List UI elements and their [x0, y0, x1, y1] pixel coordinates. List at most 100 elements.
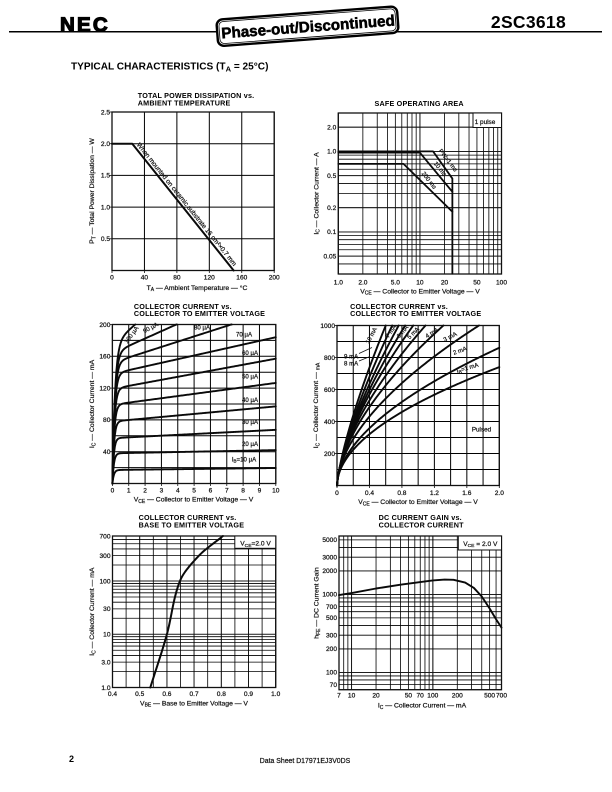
svg-text:300: 300 — [326, 633, 337, 640]
svg-text:9 mA: 9 mA — [344, 354, 359, 361]
svg-text:100: 100 — [427, 693, 438, 700]
svg-text:BASE TO EMITTER VOLTAGE: BASE TO EMITTER VOLTAGE — [139, 521, 245, 530]
svg-text:100: 100 — [326, 670, 337, 677]
svg-text:8: 8 — [241, 488, 245, 495]
svg-text:IC — Collector Current — mA: IC — Collector Current — mA — [89, 359, 97, 448]
svg-text:COLLECTOR TO EMITTER VOLTAGE: COLLECTOR TO EMITTER VOLTAGE — [350, 309, 481, 318]
svg-text:PT — Total Power Dissipation —: PT — Total Power Dissipation — W — [89, 138, 97, 244]
svg-text:40 µA: 40 µA — [242, 397, 259, 404]
svg-text:0: 0 — [335, 490, 339, 497]
svg-text:7: 7 — [225, 488, 229, 495]
svg-text:COLLECTOR CURRENT vs.: COLLECTOR CURRENT vs. — [139, 513, 237, 522]
svg-text:1.6: 1.6 — [462, 490, 471, 497]
svg-text:700: 700 — [99, 533, 110, 540]
svg-text:0.7: 0.7 — [190, 691, 199, 698]
svg-text:5: 5 — [192, 488, 196, 495]
svg-text:2: 2 — [143, 488, 147, 495]
svg-text:0.9: 0.9 — [244, 691, 253, 698]
svg-text:1.5: 1.5 — [101, 173, 110, 180]
svg-text:100: 100 — [99, 578, 110, 585]
svg-text:30: 30 — [103, 606, 111, 613]
svg-text:200: 200 — [452, 693, 463, 700]
svg-text:VCE — Collector to Emitter Vol: VCE — Collector to Emitter Voltage — V — [358, 499, 478, 507]
svg-text:30 µA: 30 µA — [242, 419, 259, 426]
svg-text:SAFE OPERATING AREA: SAFE OPERATING AREA — [375, 99, 464, 108]
svg-text:1000: 1000 — [320, 323, 335, 330]
svg-text:0.8: 0.8 — [217, 691, 226, 698]
svg-text:NEC: NEC — [60, 13, 110, 36]
svg-text:Pulsed: Pulsed — [472, 427, 492, 434]
svg-text:80: 80 — [173, 275, 181, 282]
svg-text:10: 10 — [103, 632, 111, 639]
svg-text:0.5: 0.5 — [327, 173, 336, 180]
svg-text:COLLECTOR CURRENT: COLLECTOR CURRENT — [379, 521, 465, 530]
svg-text:200: 200 — [99, 322, 110, 329]
svg-text:700: 700 — [496, 693, 507, 700]
svg-text:TOTAL POWER DISSIPATION vs.: TOTAL POWER DISSIPATION vs. — [138, 91, 255, 100]
svg-text:2.0: 2.0 — [358, 279, 367, 286]
svg-text:1000: 1000 — [322, 592, 337, 599]
svg-text:3.0: 3.0 — [101, 659, 110, 666]
svg-text:9: 9 — [258, 488, 262, 495]
svg-text:160: 160 — [99, 354, 110, 361]
svg-text:0.8: 0.8 — [397, 490, 406, 497]
svg-text:VBE — Base to Emitter Voltage: VBE — Base to Emitter Voltage — V — [140, 700, 248, 708]
svg-text:VCE = 2.0 V: VCE = 2.0 V — [463, 541, 498, 549]
svg-text:700: 700 — [326, 604, 337, 611]
svg-text:5.0: 5.0 — [391, 279, 400, 286]
svg-text:1.0: 1.0 — [101, 204, 110, 211]
svg-text:120: 120 — [99, 385, 110, 392]
svg-text:70 µA: 70 µA — [236, 332, 253, 339]
svg-text:IC — Collector Current — A: IC — Collector Current — A — [313, 152, 321, 235]
svg-text:80: 80 — [103, 417, 111, 424]
svg-text:2.0: 2.0 — [495, 490, 504, 497]
svg-text:1.0: 1.0 — [334, 279, 343, 286]
svg-text:6: 6 — [209, 488, 213, 495]
svg-text:160: 160 — [236, 275, 247, 282]
svg-text:TA — Ambient Temperature — °C: TA — Ambient Temperature — °C — [147, 284, 248, 293]
svg-text:200: 200 — [326, 646, 337, 653]
svg-text:VCE — Collector to Emitter Vol: VCE — Collector to Emitter Voltage — V — [360, 288, 480, 296]
svg-text:5000: 5000 — [322, 537, 337, 544]
svg-text:0.1: 0.1 — [327, 229, 336, 236]
svg-text:2.0: 2.0 — [101, 141, 110, 148]
svg-text:0: 0 — [111, 488, 115, 495]
svg-text:AMBIENT TEMPERATURE: AMBIENT TEMPERATURE — [138, 99, 231, 108]
svg-text:800: 800 — [324, 355, 335, 362]
svg-text:hFE — DC Current Gain: hFE — DC Current Gain — [314, 567, 322, 639]
svg-text:1.0: 1.0 — [101, 685, 110, 692]
svg-text:COLLECTOR CURRENT vs.: COLLECTOR CURRENT vs. — [350, 302, 448, 311]
svg-text:COLLECTOR CURRENT vs.: COLLECTOR CURRENT vs. — [134, 302, 232, 311]
svg-text:0.4: 0.4 — [108, 691, 117, 698]
svg-text:Data Sheet D17971EJ3V0DS: Data Sheet D17971EJ3V0DS — [260, 758, 351, 765]
svg-text:0: 0 — [110, 275, 114, 282]
svg-text:10: 10 — [416, 279, 424, 286]
svg-text:2 mA: 2 mA — [452, 345, 469, 357]
svg-text:20 µA: 20 µA — [242, 441, 259, 448]
svg-text:COLLECTOR TO EMITTER VOLTAGE: COLLECTOR TO EMITTER VOLTAGE — [134, 309, 265, 318]
svg-text:1: 1 — [127, 488, 131, 495]
svg-text:4: 4 — [176, 488, 180, 495]
svg-text:2.0: 2.0 — [327, 125, 336, 132]
svg-text:60 µA: 60 µA — [242, 350, 259, 357]
svg-text:200: 200 — [269, 275, 280, 282]
svg-text:2000: 2000 — [322, 568, 337, 575]
svg-text:7: 7 — [337, 693, 341, 700]
svg-text:IC — Collector Current — mA: IC — Collector Current — mA — [89, 567, 97, 656]
svg-text:0.4: 0.4 — [365, 490, 374, 497]
svg-text:IC — Collector Current — mA: IC — Collector Current — mA — [313, 362, 321, 448]
svg-text:VCE — Collector to Emitter Vol: VCE — Collector to Emitter Voltage — V — [134, 497, 254, 505]
svg-text:1 pulse: 1 pulse — [475, 119, 496, 126]
svg-text:3000: 3000 — [322, 555, 337, 562]
svg-text:3: 3 — [160, 488, 164, 495]
svg-text:50: 50 — [473, 279, 481, 286]
svg-text:400: 400 — [324, 419, 335, 426]
svg-text:300: 300 — [99, 553, 110, 560]
svg-text:50: 50 — [405, 693, 413, 700]
svg-text:100: 100 — [496, 279, 507, 286]
svg-text:20: 20 — [441, 279, 449, 286]
svg-text:2.5: 2.5 — [101, 109, 110, 116]
svg-text:2SC3618: 2SC3618 — [491, 12, 566, 32]
svg-text:VCE=2.0 V: VCE=2.0 V — [240, 541, 271, 549]
svg-text:10: 10 — [348, 693, 356, 700]
